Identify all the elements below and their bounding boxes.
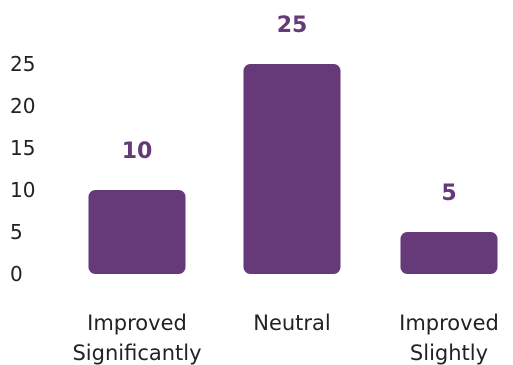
category-label: Improved [399, 311, 499, 335]
data-label: 10 [122, 139, 153, 164]
bar [400, 232, 498, 274]
category-label: Improved [87, 311, 187, 335]
data-labels: 10 25 5 [122, 13, 457, 206]
bar [243, 64, 341, 274]
y-tick-label: 20 [10, 94, 35, 118]
y-tick-label: 25 [10, 52, 35, 76]
y-tick-label: 5 [10, 220, 23, 244]
bar [88, 190, 186, 274]
y-tick-label: 15 [10, 136, 35, 160]
bars [88, 64, 498, 274]
data-label: 5 [441, 181, 456, 206]
category-label: Neutral [253, 311, 331, 335]
category-labels: Improved Significantly Neutral Improved Slig… [72, 311, 498, 365]
y-tick-label: 0 [10, 262, 23, 286]
y-tick-label: 10 [10, 178, 35, 202]
y-axis: 0 5 10 15 20 25 [10, 52, 35, 286]
data-label: 25 [277, 13, 308, 38]
category-label: Significantly [72, 341, 201, 365]
category-label: Slightly [410, 341, 488, 365]
